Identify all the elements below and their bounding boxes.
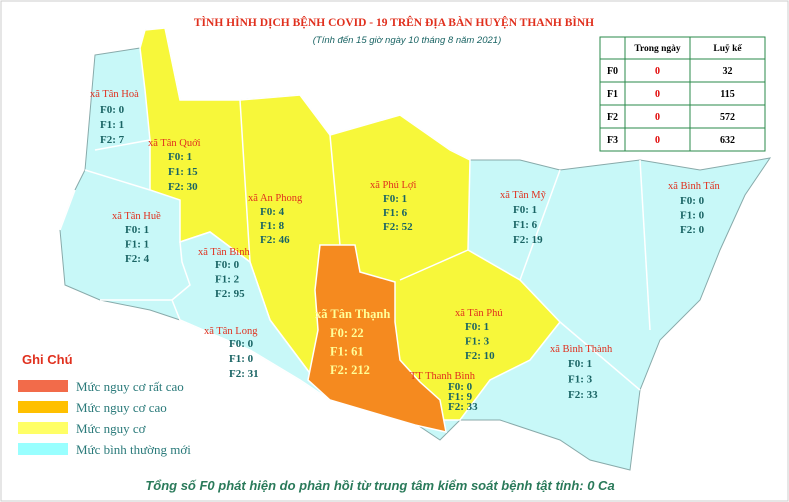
region-stat: F0: 0 <box>229 338 254 350</box>
region-name: xã Phú Lợi <box>370 180 416 191</box>
region-stat: F0: 1 <box>513 204 537 216</box>
legend-swatch <box>18 422 68 434</box>
region-stat: F1: 8 <box>260 220 285 232</box>
legend-swatch <box>18 443 68 455</box>
table-header: Luỹ kế <box>713 43 742 54</box>
region-stat: F2: 31 <box>229 368 259 380</box>
borders <box>59 99 651 391</box>
table-value: 0 <box>655 112 660 123</box>
region-stat: F0: 0 <box>448 381 473 393</box>
orange-zone <box>307 244 447 433</box>
region-stat: F2: 33 <box>568 389 598 401</box>
region-stat: F2: 212 <box>330 363 370 377</box>
region-stat: F2: 95 <box>215 288 245 300</box>
legend-swatch <box>18 380 68 392</box>
region-stat: F1: 6 <box>383 207 408 219</box>
region-name: xã Bình Thành <box>550 344 613 355</box>
region-stat: F2: 52 <box>383 221 413 233</box>
legend-label: Mức nguy cơ <box>76 421 147 436</box>
region-name: xã Bình Tấn <box>668 181 720 192</box>
region-stat: F2: 4 <box>125 253 150 265</box>
legend-swatch <box>18 401 68 413</box>
table-bg <box>599 36 766 152</box>
table-value: 0 <box>655 89 660 100</box>
stats-table: Trong ngày Luỹ kế F0 0 32 F1 0 115 F2 0 572 F3 0 632 <box>599 36 766 152</box>
region-stat: F1: 0 <box>680 210 705 222</box>
title: TÌNH HÌNH DỊCH BỆNH COVID - 19 TRÊN ĐỊA … <box>194 15 594 29</box>
region-stat: F2: 10 <box>465 350 495 362</box>
region-name: xã An Phong <box>248 193 303 204</box>
region-stat: F1: 1 <box>100 119 124 131</box>
table-row-label: F0 <box>607 66 618 77</box>
table-value: 572 <box>720 112 735 123</box>
region-stat: F0: 1 <box>568 358 592 370</box>
region-name: TT Thanh Bình <box>410 371 476 382</box>
legend-label: Mức nguy cơ cao <box>76 400 167 415</box>
region-name: xã Tân Thạnh <box>315 307 390 321</box>
region-stat: F0: 22 <box>330 326 364 340</box>
region-stat: F2: 19 <box>513 234 543 246</box>
region-stat: F1: 6 <box>513 219 538 231</box>
table-value: 632 <box>720 135 735 146</box>
region-name: xã Tân Long <box>204 326 258 337</box>
region-name: xã Tân Huề <box>112 211 161 222</box>
region-name: xã Tân Hoà <box>90 89 139 100</box>
region-stat: F2: 30 <box>168 181 198 193</box>
table-value: 0 <box>655 135 660 146</box>
region-stat: F1: 9 <box>448 391 473 403</box>
region-stat: F2: 0 <box>680 224 705 236</box>
legend-label: Mức nguy cơ rất cao <box>76 379 184 394</box>
table-row-label: F1 <box>607 89 618 100</box>
table-value: 32 <box>723 66 733 77</box>
footer: Tổng số F0 phát hiện do phản hồi từ trun… <box>145 478 614 493</box>
table-value: 115 <box>720 89 734 100</box>
region-stat: F0: 4 <box>260 206 285 218</box>
region-stat: F0: 0 <box>100 104 125 116</box>
yellow-zone <box>139 27 561 421</box>
region-stat: F0: 0 <box>215 259 240 271</box>
region-stat: F0: 1 <box>465 321 489 333</box>
region-stat: F1: 15 <box>168 166 198 178</box>
region-stat: F0: 1 <box>125 224 149 236</box>
table-header: Trong ngày <box>634 44 681 54</box>
region-stat: F0: 1 <box>383 193 407 205</box>
region-name: xã Tân Mỹ <box>500 190 547 201</box>
table-value: 0 <box>655 66 660 77</box>
region-stat: F2: 33 <box>448 401 478 413</box>
region-stat: F2: 7 <box>100 134 125 146</box>
region-stat: F0: 1 <box>168 151 192 163</box>
region-name: xã Tân Phú <box>455 308 503 319</box>
region-stat: F1: 0 <box>229 353 254 365</box>
table-row-label: F2 <box>607 112 618 123</box>
region-stat: F0: 0 <box>680 195 705 207</box>
legend: Ghi Chú Mức nguy cơ rất cao Mức nguy cơ c… <box>18 352 191 457</box>
region-stat: F1: 3 <box>465 336 490 348</box>
legend-title: Ghi Chú <box>22 352 73 367</box>
region-stat: F1: 2 <box>215 274 240 286</box>
region-stat: F1: 1 <box>125 239 149 251</box>
table-row-label: F3 <box>607 135 618 146</box>
region-name: xã Tân Quới <box>148 138 201 149</box>
region-stat: F2: 46 <box>260 234 290 246</box>
region-stat: F1: 3 <box>568 374 593 386</box>
legend-label: Mức bình thường mới <box>76 442 191 457</box>
subtitle: (Tính đến 15 giờ ngày 10 tháng 8 năm 202… <box>313 35 501 46</box>
region-stat: F1: 61 <box>330 345 364 359</box>
region-labels: xã Tân Hoà F0: 0 F1: 1 F2: 7 xã Tân Quới F0: … <box>90 89 720 413</box>
region-name: xã Tân Bình <box>198 247 250 258</box>
